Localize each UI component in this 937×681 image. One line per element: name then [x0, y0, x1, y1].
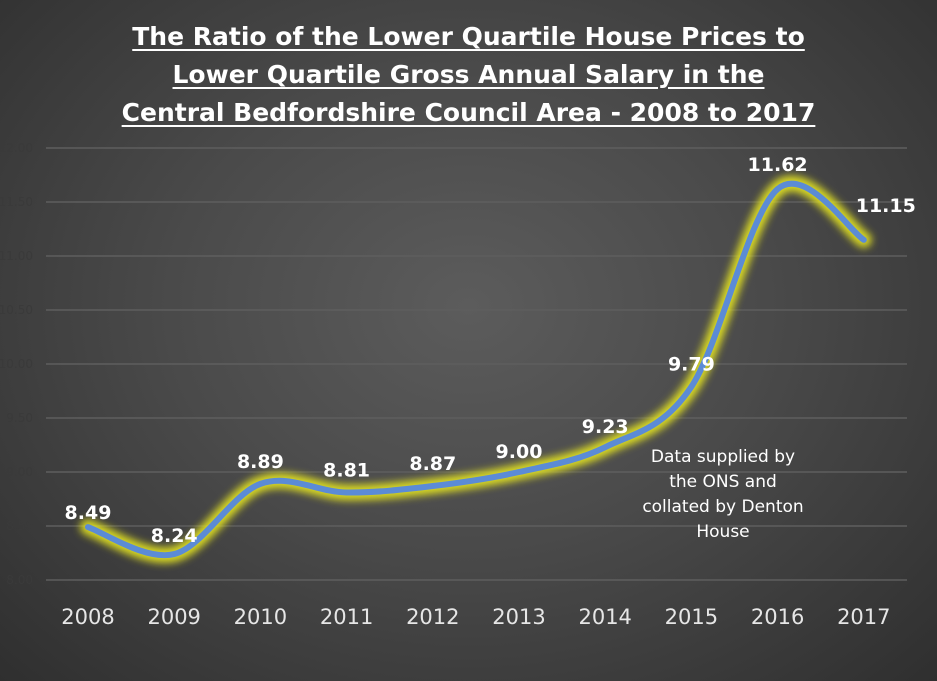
y-tick-label: 10.00: [0, 357, 33, 371]
chart-title: The Ratio of the Lower Quartile House Pr…: [0, 18, 937, 132]
annotation-line: collated by Denton: [642, 497, 803, 517]
data-label: 8.49: [65, 502, 112, 524]
title-line: The Ratio of the Lower Quartile House Pr…: [132, 22, 805, 51]
data-label: 9.79: [668, 354, 715, 376]
annotation-line: House: [696, 522, 749, 542]
x-tick-label: 2017: [837, 605, 890, 629]
x-tick-label: 2009: [147, 605, 200, 629]
title-line: Lower Quartile Gross Annual Salary in th…: [172, 60, 765, 89]
y-tick-label: 12.00: [0, 141, 33, 155]
data-label: 11.62: [748, 154, 808, 176]
data-label: 9.23: [582, 416, 629, 438]
y-tick-label: 11.00: [0, 249, 33, 263]
y-tick-label: 8.50: [6, 519, 33, 533]
x-tick-label: 2015: [665, 605, 718, 629]
data-label: 8.87: [409, 453, 456, 475]
data-label: 9.00: [496, 441, 543, 463]
annotation: Data supplied by the ONS and collated by D…: [642, 447, 803, 542]
data-label: 8.24: [151, 525, 198, 547]
annotation-line: Data supplied by: [651, 447, 795, 467]
annotation-line: the ONS and: [669, 472, 777, 492]
y-tick-label: 11.50: [0, 195, 33, 209]
series-line: [85, 180, 867, 559]
x-tick-label: 2013: [492, 605, 545, 629]
x-tick-label: 2016: [751, 605, 804, 629]
title-line: Central Bedfordshire Council Area - 2008…: [121, 98, 816, 127]
x-tick-label: 2011: [320, 605, 373, 629]
y-tick-label: 10.50: [0, 303, 33, 317]
data-label: 8.81: [323, 460, 370, 482]
data-label: 8.89: [237, 451, 284, 473]
x-tick-label: 2014: [578, 605, 631, 629]
x-tick-label: 2012: [406, 605, 459, 629]
y-tick-label: 8.00: [6, 573, 33, 587]
x-tick-label: 2008: [61, 605, 114, 629]
x-tick-label: 2010: [234, 605, 287, 629]
data-label: 11.15: [856, 195, 916, 217]
y-tick-label: 9.50: [6, 411, 33, 425]
y-tick-label: 9.00: [6, 465, 33, 479]
